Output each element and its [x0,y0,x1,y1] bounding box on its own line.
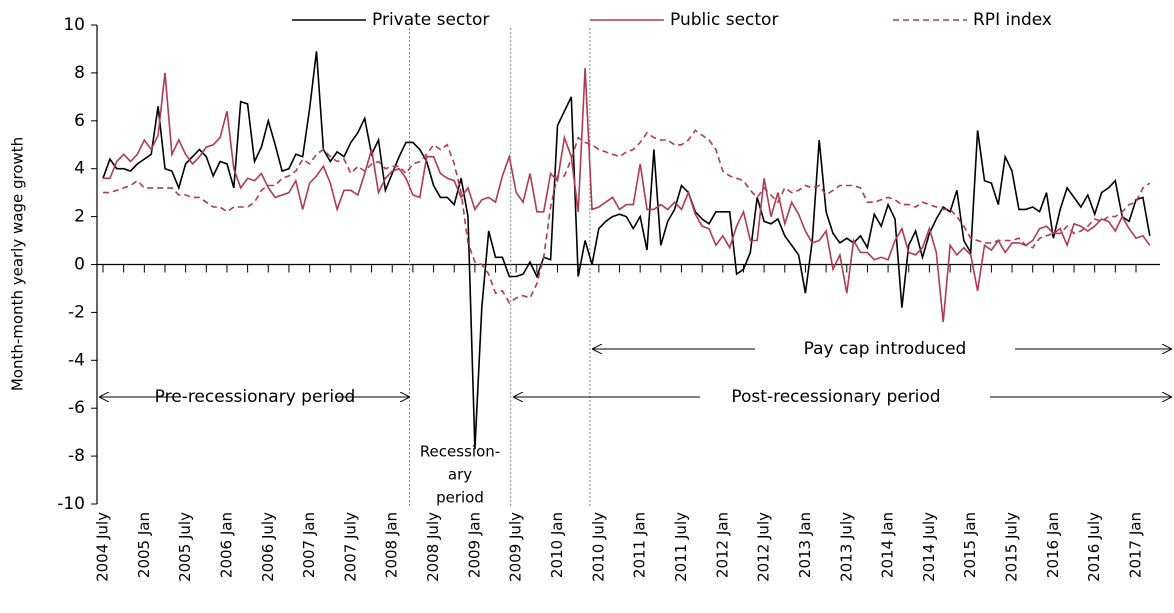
x-tick-label: 2008 July [424,512,442,582]
y-tick-label: 8 [74,63,85,83]
series-line [103,129,1151,304]
annotation: Recession- [420,443,500,461]
y-tick-label: -8 [68,446,85,466]
annotation: ary [448,466,472,484]
x-tick-label: 2016 July [1085,512,1103,582]
annotation: Post-recessionary period [731,387,940,407]
y-axis-label: Month-month yearly wage growth [9,137,27,391]
y-tick-label: -10 [57,494,85,514]
y-tick-label: 6 [74,111,85,131]
annotation: Pay cap introduced [804,339,967,359]
x-tick-label: 2011 July [672,512,690,582]
y-tick-label: 2 [74,207,85,227]
x-tick-label: 2013 Jan [796,512,814,578]
x-tick-label: 2005 July [176,512,194,582]
x-tick-label: 2013 July [837,512,855,582]
x-tick-label: 2014 July [920,512,938,582]
annotation: Pre-recessionary period [155,387,356,407]
x-tick-label: 2007 Jan [300,512,318,578]
x-tick-label: 2016 Jan [1044,512,1062,578]
x-tick-label: 2015 Jan [961,512,979,578]
y-tick-label: 4 [74,159,85,179]
series-line [103,68,1151,323]
x-tick-label: 2010 July [589,512,607,582]
x-tick-label: 2005 Jan [135,512,153,578]
x-tick-label: 2008 Jan [383,512,401,578]
y-tick-label: -6 [68,398,85,418]
x-tick-label: 2007 July [341,512,359,582]
y-tick-label: -4 [68,350,85,370]
x-tick-label: 2006 Jan [217,512,235,578]
x-tick-label: 2012 July [755,512,773,582]
legend-label: Public sector [670,10,778,30]
y-tick-label: -2 [68,302,85,322]
x-tick-label: 2011 Jan [631,512,649,578]
x-tick-label: 2009 Jan [465,512,483,578]
legend-label: Private sector [372,10,489,30]
x-tick-label: 2009 July [507,512,525,582]
x-tick-label: 2015 July [1003,512,1021,582]
y-tick-label: 10 [63,15,85,35]
x-tick-label: 2017 Jan [1127,512,1145,578]
legend-label: RPI index [973,10,1052,30]
series-line [102,51,1151,449]
x-tick-label: 2014 Jan [879,512,897,578]
annotation: period [436,489,484,507]
x-tick-label: 2010 Jan [548,512,566,578]
x-tick-label: 2012 Jan [713,512,731,578]
x-tick-label: 2004 July [94,512,112,582]
y-tick-label: 0 [74,255,85,275]
x-tick-label: 2006 July [259,512,277,582]
